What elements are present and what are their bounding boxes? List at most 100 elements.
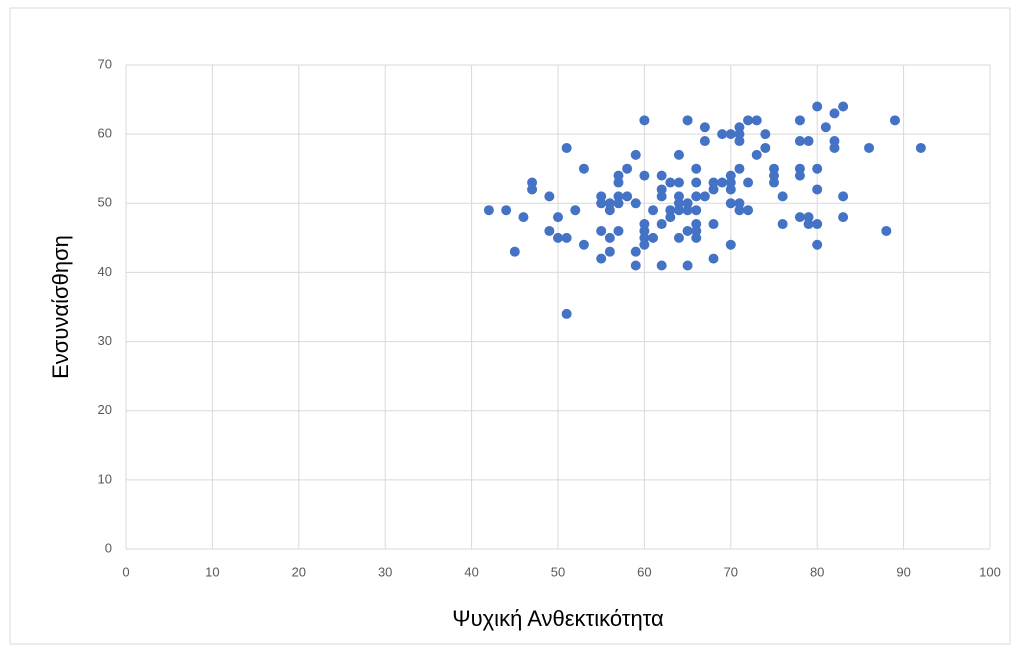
- scatter-point: [518, 212, 529, 223]
- x-tick-label: 40: [464, 564, 478, 579]
- scatter-point: [604, 205, 615, 216]
- scatter-point: [734, 136, 745, 147]
- scatter-point: [743, 115, 754, 126]
- scatter-point: [725, 198, 736, 209]
- scatter-point: [596, 225, 607, 236]
- scatter-point: [734, 163, 745, 174]
- scatter-point: [812, 184, 823, 195]
- scatter-point: [691, 177, 702, 188]
- scatter-point: [622, 191, 633, 202]
- scatter-point: [501, 205, 512, 216]
- scatter-point: [622, 163, 633, 174]
- scatter-point: [613, 225, 624, 236]
- scatter-point: [864, 142, 875, 153]
- scatter-point: [630, 149, 641, 160]
- scatter-point: [838, 212, 849, 223]
- scatter-point: [570, 205, 581, 216]
- scatter-point: [578, 239, 589, 250]
- scatter-point: [812, 163, 823, 174]
- scatter-point: [760, 129, 771, 140]
- scatter-point: [665, 212, 676, 223]
- scatter-point: [769, 177, 779, 188]
- scatter-point: [725, 177, 736, 188]
- x-tick-label: 20: [292, 564, 306, 579]
- x-tick-label: 0: [122, 564, 129, 579]
- scatter-point: [751, 149, 762, 160]
- x-tick-label: 10: [205, 564, 219, 579]
- scatter-point: [838, 101, 849, 112]
- scatter-point: [656, 184, 667, 195]
- scatter-point: [717, 129, 728, 140]
- scatter-point: [656, 191, 667, 202]
- scatter-point: [691, 163, 702, 174]
- scatter-point: [613, 170, 624, 181]
- scatter-point: [673, 205, 684, 216]
- scatter-point: [760, 142, 771, 153]
- scatter-point: [527, 177, 538, 188]
- scatter-point: [656, 219, 667, 230]
- y-tick-label: 20: [98, 402, 112, 417]
- y-tick-label: 30: [98, 333, 112, 348]
- y-tick-label: 60: [98, 126, 112, 141]
- scatter-point: [769, 170, 779, 181]
- scatter-point: [544, 225, 555, 236]
- scatter-point: [794, 163, 805, 174]
- scatter-point: [483, 205, 494, 216]
- scatter-point: [673, 232, 684, 243]
- scatter-point: [803, 212, 814, 223]
- scatter-point: [561, 232, 572, 243]
- y-tick-label: 0: [105, 540, 112, 555]
- scatter-point: [838, 191, 849, 202]
- scatter-point: [639, 219, 650, 230]
- scatter-point: [691, 219, 702, 230]
- scatter-point: [613, 198, 624, 209]
- y-axis-title: Ενσυναίσθηση: [48, 235, 73, 379]
- scatter-point: [691, 205, 702, 216]
- scatter-point: [648, 232, 659, 243]
- scatter-point: [604, 198, 615, 209]
- scatter-point: [794, 212, 805, 223]
- scatter-point: [561, 308, 572, 319]
- scatter-point: [561, 142, 572, 153]
- scatter-point: [604, 232, 615, 243]
- scatter-point: [812, 239, 823, 250]
- x-tick-label: 60: [637, 564, 651, 579]
- scatter-point: [829, 142, 840, 153]
- scatter-point: [699, 191, 710, 202]
- scatter-point: [794, 170, 805, 181]
- scatter-point: [725, 184, 736, 195]
- scatter-point: [915, 142, 926, 153]
- scatter-point: [881, 225, 892, 236]
- scatter-point: [682, 198, 693, 209]
- scatter-point: [803, 136, 814, 147]
- scatter-point: [708, 177, 719, 188]
- x-tick-label: 50: [551, 564, 565, 579]
- scatter-point: [648, 205, 659, 216]
- scatter-point: [673, 149, 684, 160]
- scatter-point: [639, 239, 650, 250]
- scatter-point: [639, 232, 650, 243]
- scatter-point: [665, 205, 676, 216]
- scatter-point: [639, 225, 650, 236]
- scatter-point: [725, 239, 736, 250]
- scatter-point: [889, 115, 900, 126]
- scatter-point: [734, 122, 745, 133]
- scatter-point: [743, 177, 754, 188]
- scatter-point: [734, 205, 745, 216]
- scatter-point: [803, 219, 814, 230]
- scatter-point: [682, 260, 693, 271]
- scatter-point: [708, 184, 719, 195]
- scatter-point: [509, 246, 520, 257]
- scatter-point: [613, 177, 624, 188]
- scatter-point: [665, 177, 676, 188]
- scatter-point: [734, 198, 745, 209]
- scatter-point: [682, 115, 693, 126]
- scatter-point: [613, 191, 624, 202]
- scatter-point: [630, 246, 641, 257]
- y-tick-label: 70: [98, 56, 112, 71]
- scatter-point: [630, 198, 641, 209]
- y-tick-label: 40: [98, 264, 112, 279]
- scatter-point: [673, 198, 684, 209]
- scatter-point: [699, 136, 710, 147]
